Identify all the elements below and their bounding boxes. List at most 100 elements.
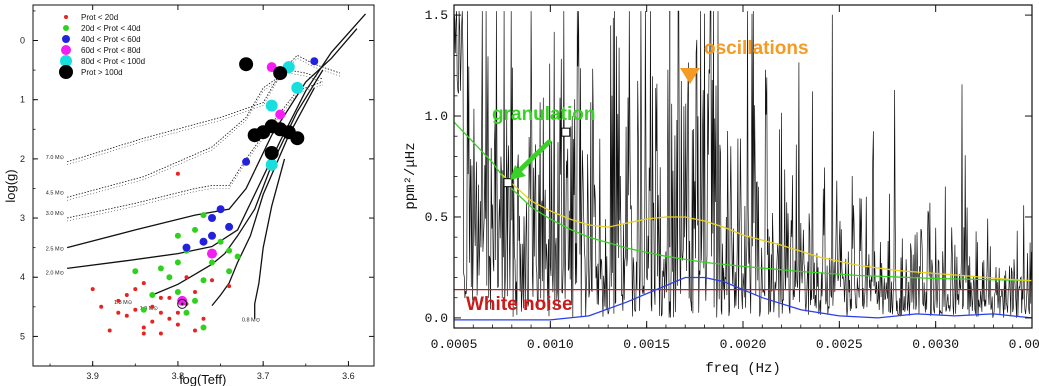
x-tick-label: 3.9 (86, 371, 99, 381)
right-axis-ticks: 0.0005 0.0010 0.0015 0.0020 0.0025 0.0030 0.00… (425, 5, 1039, 352)
x-tick-label: 0.0030 (912, 337, 959, 352)
point-40d-prot-60d (225, 222, 234, 231)
point-20d-prot-40d (149, 292, 156, 298)
y-tick-label: 3 (20, 213, 25, 223)
point-20d-prot-40d (132, 268, 139, 275)
point-prot-20d (133, 307, 138, 312)
y-tick-label: 1.5 (425, 8, 448, 23)
evolution-tracks (66, 13, 366, 319)
fit-marker (561, 127, 571, 137)
point-prot-20d (158, 295, 163, 300)
legend-marker (63, 25, 69, 31)
track-1.3 (152, 69, 324, 296)
point-prot-20d (107, 328, 112, 333)
left-axis-ticks: 3.9 3.8 3.7 3.6 0 1 2 3 4 5 (20, 5, 374, 381)
left-y-axis-label: log(g) (3, 169, 18, 202)
point-20d-prot-40d (209, 259, 215, 266)
track-2.0 (67, 13, 366, 270)
power-spectrum-panel: 0.0005 0.0010 0.0015 0.0020 0.0025 0.0030 0.00… (403, 4, 1039, 377)
y-tick-label: 2 (20, 154, 25, 164)
series-oscillation-envelope (454, 276, 1033, 321)
point-20d-prot-40d (217, 238, 224, 245)
point-60d-prot-80d (275, 109, 286, 120)
x-tick-label: 3.8 (172, 371, 185, 381)
track-label: 4.5 M⊙ (46, 190, 65, 196)
fit-marker (503, 178, 513, 188)
legend-label: 20d < Prot < 40d (81, 24, 141, 33)
left-x-axis-label: log(Teff) (180, 372, 227, 386)
x-tick-label: 0.0025 (816, 337, 863, 352)
track-label: 2.0 M⊙ (46, 270, 65, 276)
track-0.8 (254, 158, 286, 319)
point-60d-prot-80d (177, 295, 188, 306)
point-20d-prot-40d (200, 324, 207, 331)
track-label: 1.0 M⊙ (140, 306, 159, 312)
point-20d-prot-40d (166, 274, 173, 281)
point-prot-20d (124, 313, 129, 318)
x-tick-label: 0.0020 (720, 337, 767, 352)
point-prot-20d (193, 328, 197, 333)
point-prot-20d (175, 322, 180, 327)
point-20d-prot-40d (183, 309, 190, 316)
point-prot-100d (273, 66, 288, 81)
point-prot-20d (193, 290, 197, 294)
x-tick-label: 0.0035 (1009, 337, 1039, 352)
annotations: oscillations granulation White noise (466, 38, 809, 315)
point-prot-20d (90, 287, 95, 292)
right-y-axis-label: ppm²/μHz (403, 142, 419, 209)
point-20d-prot-40d (234, 253, 241, 260)
point-prot-20d (175, 310, 180, 315)
y-tick-label: 4 (20, 272, 25, 282)
y-tick-label: 1 (20, 95, 25, 105)
point-20d-prot-40d (157, 265, 164, 272)
raw-spectrum-line (453, 10, 1033, 318)
point-prot-20d (150, 304, 155, 309)
point-20d-prot-40d (200, 277, 207, 284)
rotation-period-points (90, 57, 319, 336)
point-prot-100d (239, 57, 254, 72)
point-prot-20d (124, 293, 129, 297)
point-20d-prot-40d (140, 306, 147, 313)
annotation-white-noise: White noise (466, 294, 573, 315)
point-40d-prot-60d (216, 205, 225, 214)
point-20d-prot-40d (200, 212, 207, 219)
point-prot-20d (141, 331, 146, 336)
point-40d-prot-60d (199, 237, 208, 246)
granulation-arrow-head (510, 165, 526, 180)
track-3.0-companion (67, 84, 323, 222)
annotation-granulation: granulation (492, 104, 595, 125)
granulation-arrow-shaft (517, 139, 552, 173)
point-prot-20d (184, 275, 189, 280)
point-prot-20d (141, 325, 146, 330)
point-prot-20d (158, 310, 163, 315)
x-tick-label: 0.0010 (527, 337, 574, 352)
point-prot-20d (150, 319, 155, 324)
track-label: 7.0 M⊙ (46, 155, 65, 161)
legend-marker (61, 45, 71, 55)
track-1.0 (211, 87, 315, 307)
y-tick-label: 0 (20, 36, 25, 46)
point-prot-20d (99, 304, 104, 309)
point-prot-20d (116, 298, 121, 303)
point-20d-prot-40d (174, 289, 181, 295)
track-7.0 (66, 54, 341, 163)
point-40d-prot-60d (208, 214, 216, 222)
track-7.0-companion (67, 57, 340, 166)
sun-marker (177, 298, 188, 309)
point-20d-prot-40d (226, 247, 233, 254)
legend-marker (59, 65, 73, 79)
point-20d-prot-40d (174, 259, 181, 266)
track-label: 2.5 M⊙ (46, 247, 65, 253)
point-prot-20d (133, 287, 138, 292)
point-40d-prot-60d (208, 231, 216, 240)
x-tick-label: 0.0005 (431, 337, 478, 352)
point-prot-100d (264, 146, 279, 160)
point-20d-prot-40d (192, 226, 198, 233)
series-granulation (453, 121, 1033, 282)
track-label: 3.0 M⊙ (46, 211, 65, 217)
point-40d-prot-60d (310, 57, 319, 66)
point-40d-prot-60d (242, 157, 251, 166)
right-x-axis-label: freq (Hz) (705, 361, 781, 377)
legend: Prot < 20d 20d < Prot < 40d 40d < Prot < 6… (59, 13, 145, 79)
legend-label: Prot < 20d (81, 13, 118, 22)
